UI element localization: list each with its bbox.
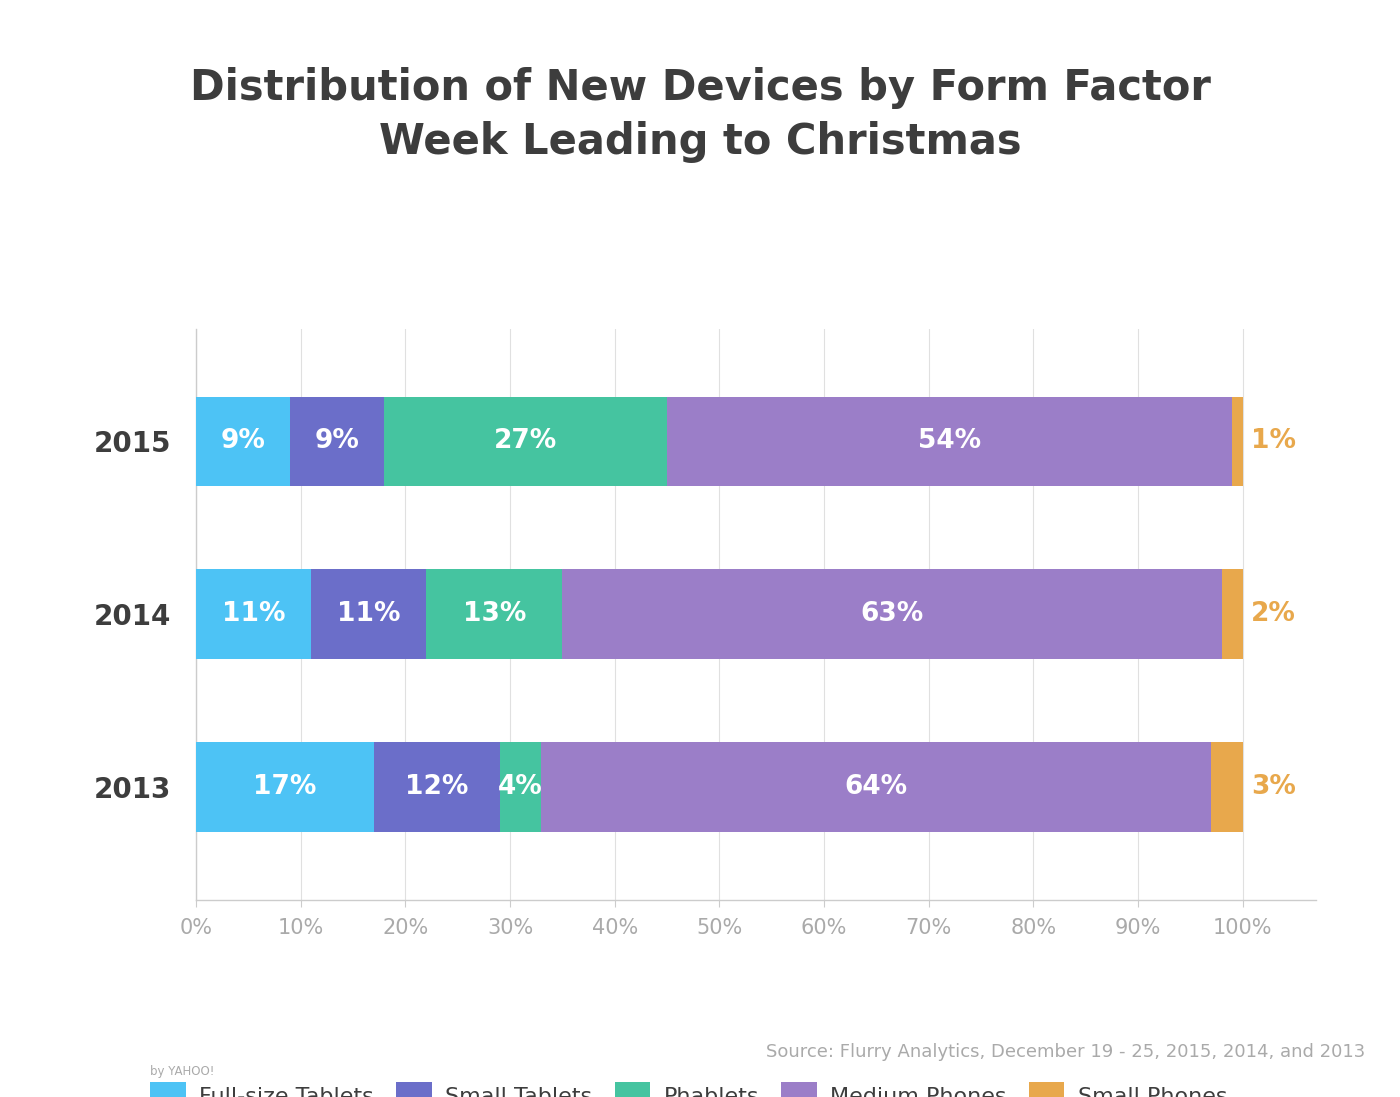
Text: 54%: 54%: [918, 429, 981, 454]
Text: 4%: 4%: [498, 774, 543, 800]
Bar: [311, 569, 426, 659]
Bar: [542, 743, 1211, 833]
Bar: [426, 569, 563, 659]
Text: 64%: 64%: [844, 774, 909, 800]
Text: 12%: 12%: [405, 774, 469, 800]
Text: 11%: 11%: [337, 601, 400, 627]
Bar: [563, 569, 1222, 659]
Bar: [1232, 396, 1243, 486]
Text: Source: Flurry Analytics, December 19 - 25, 2015, 2014, and 2013: Source: Flurry Analytics, December 19 - …: [766, 1043, 1365, 1061]
Bar: [666, 396, 1232, 486]
Text: Distribution of New Devices by Form Factor
Week Leading to Christmas: Distribution of New Devices by Form Fact…: [189, 67, 1211, 163]
Bar: [196, 396, 290, 486]
Legend: Full-size Tablets, Small Tablets, Phablets, Medium Phones, Small Phones: Full-size Tablets, Small Tablets, Phable…: [150, 1082, 1228, 1097]
Bar: [196, 743, 374, 833]
Text: 17%: 17%: [253, 774, 316, 800]
Text: FLURRY: FLURRY: [147, 1029, 249, 1053]
Bar: [196, 569, 311, 659]
Text: 11%: 11%: [221, 601, 286, 627]
Bar: [1222, 569, 1243, 659]
Text: 13%: 13%: [462, 601, 526, 627]
Bar: [374, 743, 500, 833]
Text: 1%: 1%: [1252, 429, 1296, 454]
Text: 27%: 27%: [494, 429, 557, 454]
Bar: [290, 396, 385, 486]
Text: by YAHOO!: by YAHOO!: [150, 1065, 214, 1078]
Bar: [1211, 743, 1243, 833]
Text: 2%: 2%: [1252, 601, 1296, 627]
Bar: [500, 743, 542, 833]
Bar: [385, 396, 666, 486]
Text: 63%: 63%: [861, 601, 924, 627]
Text: 3%: 3%: [1252, 774, 1296, 800]
Text: 9%: 9%: [315, 429, 360, 454]
Text: 9%: 9%: [221, 429, 266, 454]
